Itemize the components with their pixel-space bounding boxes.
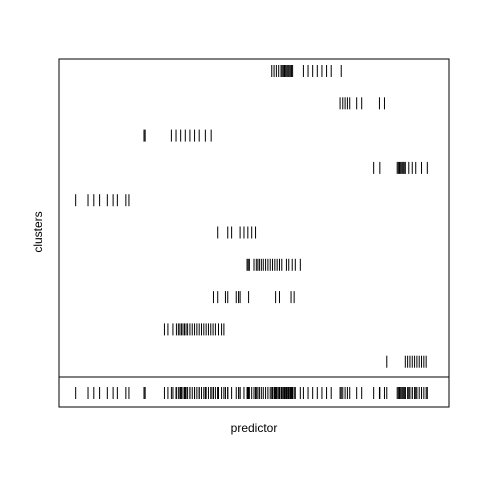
x-axis-label: predictor [231, 421, 278, 435]
plot-frame [58, 58, 450, 408]
y-axis-label: clusters [31, 211, 45, 252]
strip-marks [75, 65, 428, 399]
